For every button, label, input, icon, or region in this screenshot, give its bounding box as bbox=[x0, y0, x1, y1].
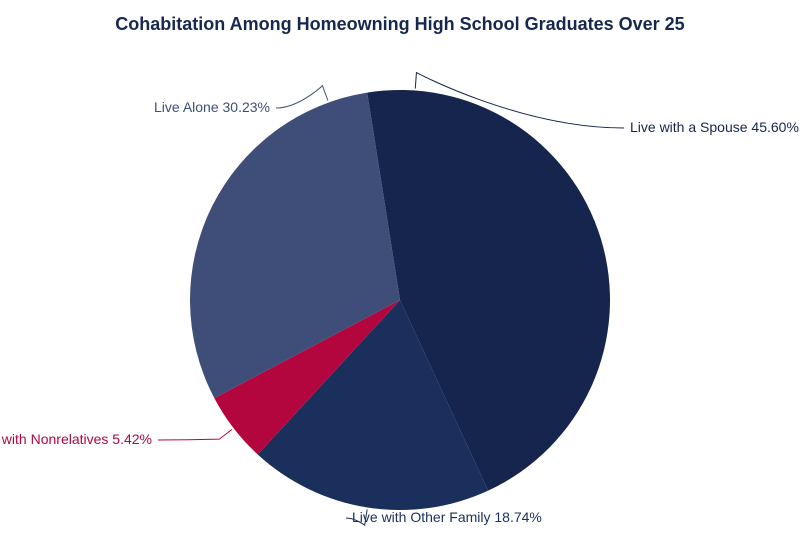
pie-chart-container: Cohabitation Among Homeowning High Schoo… bbox=[0, 0, 800, 541]
slice-label-other-family: Live with Other Family 18.74% bbox=[352, 509, 542, 525]
pie-chart-svg bbox=[0, 0, 800, 541]
leader-line bbox=[158, 429, 232, 440]
leader-line bbox=[276, 86, 328, 108]
slice-label-live-alone: Live Alone 30.23% bbox=[154, 99, 270, 115]
slice-label-nonrelatives: Live with Nonrelatives 5.42% bbox=[0, 431, 152, 447]
slice-label-spouse: Live with a Spouse 45.60% bbox=[630, 119, 799, 135]
